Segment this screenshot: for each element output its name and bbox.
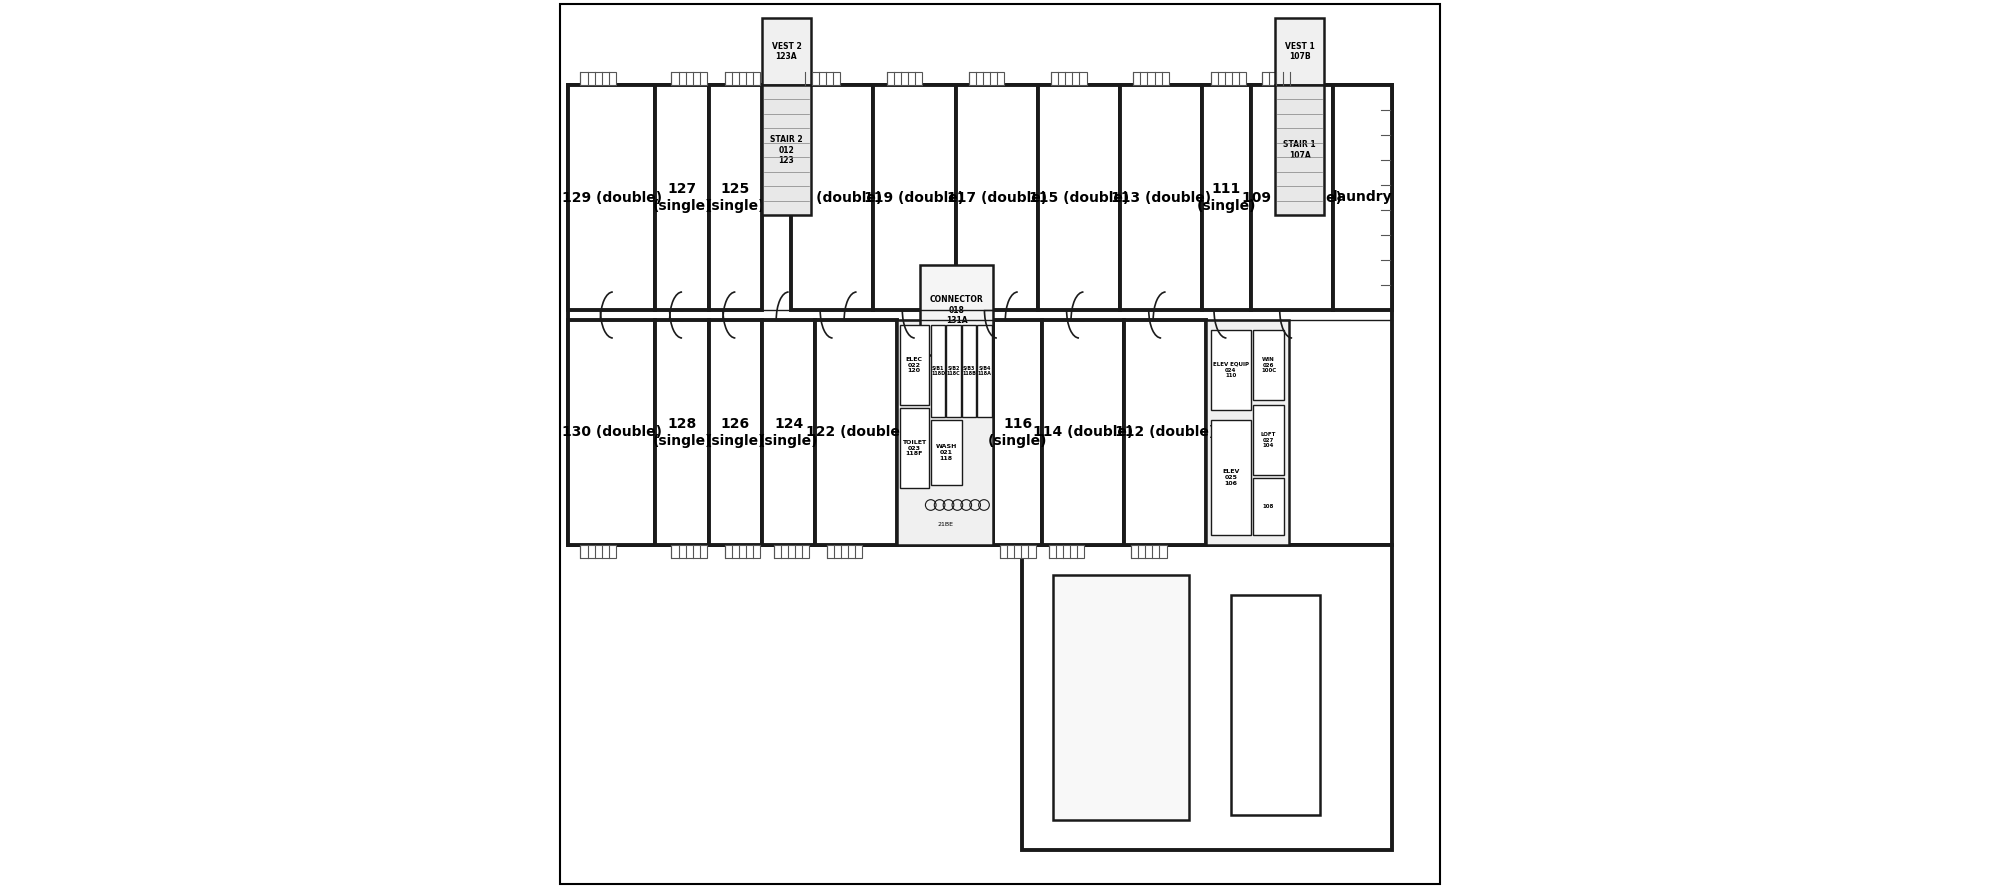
Bar	[1022, 545, 1392, 850]
Bar	[708, 320, 762, 545]
Text: 108: 108	[1262, 504, 1274, 509]
Bar	[898, 320, 994, 545]
Bar	[1048, 545, 1084, 558]
Bar	[1262, 72, 1298, 85]
Bar	[568, 320, 656, 545]
Text: S/B4
118A: S/B4 118A	[978, 366, 992, 377]
Text: CONNECTOR
018
131A: CONNECTOR 018 131A	[930, 295, 984, 325]
Text: ELEV EQUIP
024
110: ELEV EQUIP 024 110	[1212, 361, 1248, 378]
Bar	[1130, 545, 1166, 558]
Bar	[1042, 320, 1124, 545]
Text: ELEV
025
106: ELEV 025 106	[1222, 469, 1240, 486]
Text: VEST 2
123A: VEST 2 123A	[772, 42, 802, 61]
Bar	[978, 325, 992, 417]
Text: 125
(single): 125 (single)	[706, 182, 766, 212]
Bar	[1120, 85, 1202, 310]
Bar	[568, 85, 656, 310]
Text: 119 (double): 119 (double)	[864, 191, 964, 204]
Text: WASH
021
118: WASH 021 118	[936, 444, 956, 461]
Text: VEST 1
107B: VEST 1 107B	[1284, 42, 1314, 61]
Bar	[968, 72, 1004, 85]
Bar	[804, 72, 840, 85]
Text: 112 (double): 112 (double)	[1116, 425, 1216, 440]
Bar	[672, 545, 706, 558]
Bar	[956, 85, 1038, 310]
Bar	[1000, 545, 1036, 558]
Bar	[580, 545, 616, 558]
Text: 122 (double): 122 (double)	[806, 425, 906, 440]
Text: 124
(single): 124 (single)	[758, 417, 818, 448]
Text: 111
(single): 111 (single)	[1196, 182, 1256, 212]
Bar	[962, 325, 976, 417]
Bar	[930, 325, 946, 417]
Bar	[1134, 72, 1168, 85]
Bar	[1210, 420, 1250, 535]
Text: 130 (double): 130 (double)	[562, 425, 662, 440]
Text: 115 (double): 115 (double)	[1028, 191, 1128, 204]
Text: 128
(single): 128 (single)	[652, 417, 712, 448]
Bar	[762, 320, 816, 545]
Text: WIN
026
100C: WIN 026 100C	[1260, 357, 1276, 373]
Bar	[708, 85, 762, 310]
Bar	[1124, 320, 1206, 545]
Bar	[1206, 320, 1288, 545]
Text: ELEC
022
120: ELEC 022 120	[906, 357, 922, 373]
Bar	[724, 545, 760, 558]
Bar	[774, 545, 810, 558]
Text: S/B1
118D: S/B1 118D	[930, 366, 946, 377]
Bar	[656, 320, 708, 545]
Bar	[1052, 72, 1086, 85]
Bar	[580, 72, 616, 85]
Bar	[672, 72, 706, 85]
Text: 114 (double): 114 (double)	[1034, 425, 1134, 440]
Text: 21BE: 21BE	[938, 522, 954, 527]
Bar	[994, 320, 1042, 545]
Bar	[920, 265, 994, 355]
Text: S/B2
118C: S/B2 118C	[946, 366, 960, 377]
Text: STAIR 2
012
123: STAIR 2 012 123	[770, 135, 802, 165]
Bar	[1276, 18, 1324, 85]
Bar	[816, 320, 898, 545]
Bar	[900, 408, 928, 488]
Bar	[1210, 330, 1250, 410]
Text: LOFT
027
104: LOFT 027 104	[1260, 432, 1276, 448]
Bar	[946, 325, 960, 417]
Text: TOILET
023
118F: TOILET 023 118F	[902, 440, 926, 456]
Bar	[1250, 85, 1332, 310]
Bar	[1276, 85, 1324, 215]
Text: laundry: laundry	[1332, 191, 1392, 204]
Bar	[656, 85, 708, 310]
Text: 117 (double): 117 (double)	[946, 191, 1046, 204]
Text: 121 (double): 121 (double)	[782, 191, 882, 204]
Bar	[1038, 85, 1120, 310]
Bar	[826, 545, 862, 558]
Text: 113 (double): 113 (double)	[1110, 191, 1212, 204]
Bar	[792, 85, 874, 310]
Text: 129 (double): 129 (double)	[562, 191, 662, 204]
Text: 126
(single): 126 (single)	[706, 417, 766, 448]
Bar	[874, 85, 956, 310]
Bar	[762, 18, 810, 85]
Bar	[1332, 85, 1392, 310]
Bar	[1254, 478, 1284, 535]
Bar	[1254, 330, 1284, 400]
Bar	[900, 325, 928, 405]
Bar	[724, 72, 760, 85]
Text: 109 (double): 109 (double)	[1242, 191, 1342, 204]
Bar	[1202, 85, 1250, 310]
Bar	[886, 72, 922, 85]
Bar	[1054, 575, 1188, 820]
Bar	[1230, 595, 1320, 815]
Text: S/B3
118B: S/B3 118B	[962, 366, 976, 377]
Text: 116
(single): 116 (single)	[988, 417, 1048, 448]
Bar	[930, 420, 962, 485]
Text: 127
(single): 127 (single)	[652, 182, 712, 212]
Bar	[762, 85, 810, 215]
Bar	[568, 85, 1392, 545]
Bar	[1210, 72, 1246, 85]
Text: STAIR 1
107A: STAIR 1 107A	[1284, 140, 1316, 160]
Bar	[1254, 405, 1284, 475]
